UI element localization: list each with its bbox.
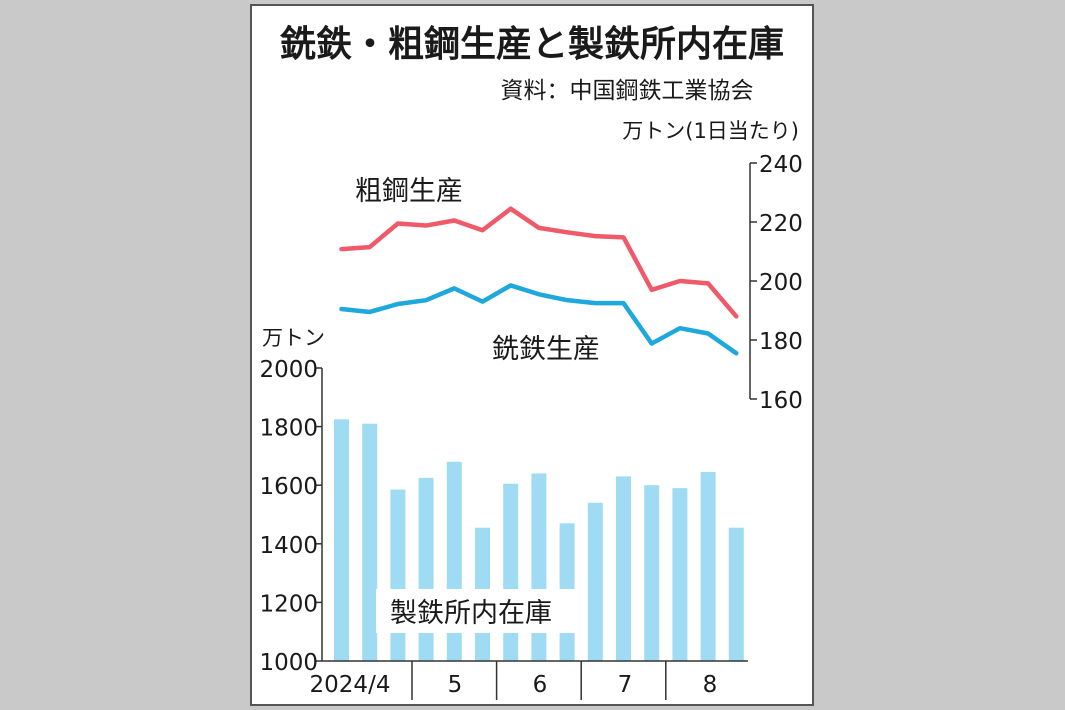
inventory-tick-label: 1600 [259, 474, 318, 500]
inventory-bar [700, 472, 716, 661]
inventory-bar [334, 419, 349, 661]
pig-iron-line [339, 283, 739, 356]
chart-svg: 銑鉄・粗鋼生産と製鉄所内在庫 資料：中国鋼鉄工業協会 万トン(1日当たり) 万ト… [259, 24, 803, 700]
series-label-crude-steel: 粗鋼生産 [355, 176, 463, 207]
x-tick-label: 8 [703, 672, 718, 698]
production-unit: 万トン(1日当たり) [622, 119, 799, 143]
series-label-pig-iron: 銑鉄生産 [492, 334, 600, 365]
production-tick-label: 240 [759, 152, 803, 178]
production-y-axis: 240 220 200 180 160 [749, 152, 803, 414]
crude-steel-line [339, 206, 739, 319]
inventory-bar [672, 488, 688, 661]
inventory-unit: 万トン [262, 326, 325, 350]
inventory-bar [418, 477, 434, 661]
x-tick-label: 6 [533, 672, 548, 698]
inventory-tick-label: 1000 [259, 650, 318, 676]
chart-panel: 銑鉄・粗鋼生産と製鉄所内在庫 資料：中国鋼鉄工業協会 万トン(1日当たり) 万ト… [250, 4, 814, 706]
inventory-bar [644, 485, 660, 661]
inventory-series-label: 製鉄所内在庫 [390, 598, 552, 629]
x-tick-label: 5 [448, 672, 463, 698]
inventory-tick-label: 1800 [259, 416, 318, 442]
inventory-bar [503, 483, 519, 661]
production-lines [339, 206, 739, 356]
inventory-tick-label: 1400 [259, 533, 318, 559]
production-tick-label: 220 [759, 211, 803, 237]
x-axis: 2024/4 5 6 7 8 [310, 660, 748, 700]
chart-title: 銑鉄・粗鋼生産と製鉄所内在庫 [279, 24, 784, 65]
inventory-tick-label: 2000 [259, 357, 318, 383]
inventory-y-axis: 2000 1800 1600 1400 1200 1000 [259, 357, 323, 676]
inventory-bar [728, 527, 744, 661]
production-tick-label: 180 [759, 329, 803, 355]
inventory-bar [362, 423, 378, 661]
inventory-label-backdrop [376, 589, 584, 633]
inventory-bar [390, 489, 406, 661]
chart-source: 資料：中国鋼鉄工業協会 [501, 78, 754, 104]
x-tick-label: 7 [618, 672, 633, 698]
production-tick-label: 200 [759, 270, 803, 296]
production-tick-label: 160 [759, 388, 803, 414]
x-tick-label: 2024/4 [310, 672, 391, 698]
inventory-bar [616, 476, 631, 661]
inventory-tick-label: 1200 [259, 591, 318, 617]
inventory-bar [587, 502, 603, 661]
